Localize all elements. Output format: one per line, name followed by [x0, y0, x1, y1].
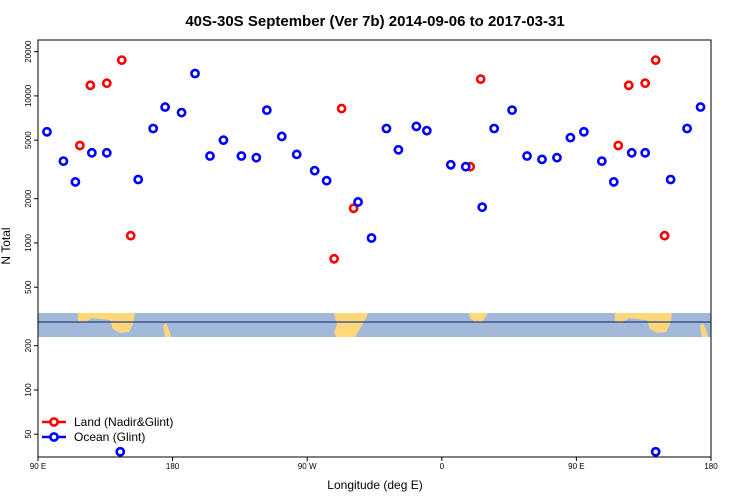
ocean-point	[695, 102, 706, 112]
ocean-point	[86, 147, 97, 158]
ocean-point	[133, 174, 144, 185]
x-tick-label: 180	[166, 462, 180, 471]
ocean-point	[58, 156, 69, 167]
ocean-point	[421, 125, 432, 136]
map-ocean	[38, 313, 711, 337]
ocean-point	[353, 197, 363, 207]
map-land-south-america	[334, 313, 368, 337]
map-land-australia	[78, 313, 135, 333]
chart-title: 40S-30S September (Ver 7b) 2014-09-06 to…	[185, 13, 564, 30]
ocean-point	[176, 107, 187, 118]
land-point	[74, 140, 85, 151]
ocean-point	[522, 151, 532, 161]
legend-land-label: Land (Nadir&Glint)	[74, 415, 173, 429]
land-point	[101, 78, 112, 89]
x-axis: 90 E 180 90 W 0 90 E 180	[30, 457, 718, 471]
x-tick-label: 90 E	[568, 462, 584, 471]
ocean-point	[682, 123, 692, 134]
data-points	[42, 55, 706, 457]
ocean-point	[218, 135, 229, 146]
land-point	[85, 80, 96, 91]
y-tick-label: 50	[24, 429, 33, 438]
ocean-point	[261, 105, 272, 116]
y-tick-label: 5000	[24, 131, 33, 149]
ocean-point	[608, 177, 619, 187]
x-tick-label: 90 E	[30, 462, 46, 471]
y-tick-label: 20000	[24, 40, 33, 63]
y-tick-label: 2000	[24, 189, 33, 207]
ocean-point	[148, 123, 159, 134]
land-point	[659, 230, 670, 241]
land-point	[336, 103, 347, 114]
ocean-point	[42, 126, 52, 137]
map-strip	[38, 313, 711, 337]
ocean-point	[251, 152, 262, 163]
ocean-point	[321, 175, 332, 186]
ocean-point	[626, 147, 637, 158]
ocean-point	[537, 154, 547, 165]
land-point	[348, 203, 359, 214]
y-tick-label: 500	[24, 280, 33, 294]
ocean-point	[650, 446, 661, 457]
y-axis-title: N Total	[0, 227, 13, 264]
map-land-tasmania-repeat	[700, 323, 708, 337]
ocean-point	[393, 144, 404, 155]
ocean-point	[291, 149, 302, 160]
ocean-point	[640, 147, 651, 158]
y-tick-label: 100	[24, 383, 33, 397]
ocean-point	[236, 151, 247, 161]
map-land-tasmania	[163, 323, 171, 337]
ocean-point	[160, 102, 171, 112]
land-point	[116, 55, 127, 66]
y-tick-label: 10000	[24, 84, 33, 107]
map-land-australia-repeat	[615, 313, 672, 333]
ocean-point	[190, 68, 200, 79]
legend-ocean-label: Ocean (Glint)	[74, 430, 145, 444]
ocean-point	[507, 105, 517, 116]
ocean-point	[115, 446, 126, 457]
land-point	[623, 80, 634, 91]
plot-frame	[37, 39, 712, 458]
map-land-africa	[469, 313, 488, 322]
ocean-point	[460, 161, 471, 172]
x-tick-label: 0	[440, 462, 445, 471]
land-point	[650, 55, 661, 66]
ocean-point	[411, 121, 422, 132]
ocean-point	[477, 202, 488, 213]
series-land	[74, 55, 670, 264]
land-point	[640, 78, 651, 89]
ocean-point	[445, 159, 456, 170]
land-point	[125, 230, 136, 241]
ocean-point	[205, 151, 215, 161]
y-tick-label: 1000	[24, 233, 33, 251]
land-point	[613, 140, 624, 151]
ocean-point	[276, 131, 287, 142]
ocean-point	[596, 156, 607, 167]
ocean-point	[309, 165, 320, 176]
legend: Land (Nadir&Glint) Ocean (Glint)	[42, 415, 173, 444]
legend-land-marker	[49, 417, 59, 427]
ocean-point	[665, 174, 676, 185]
ocean-point	[381, 123, 392, 134]
legend-ocean-marker	[49, 432, 59, 442]
ocean-point	[366, 233, 377, 243]
series-ocean	[42, 68, 706, 457]
land-point	[329, 253, 340, 264]
x-tick-label: 90 W	[298, 462, 317, 471]
ocean-point	[489, 123, 500, 134]
ocean-point	[565, 132, 576, 143]
y-tick-label: 200	[24, 338, 33, 352]
x-tick-label: 180	[704, 462, 718, 471]
ocean-point	[578, 126, 589, 137]
ocean-point	[552, 152, 562, 163]
ocean-point	[101, 147, 112, 158]
y-axis: 50 100 200 500 1000 2000 5000 10000 20000	[24, 40, 38, 439]
land-point	[475, 74, 486, 85]
x-axis-title: Longitude (deg E)	[327, 478, 422, 492]
ocean-point	[70, 177, 81, 187]
